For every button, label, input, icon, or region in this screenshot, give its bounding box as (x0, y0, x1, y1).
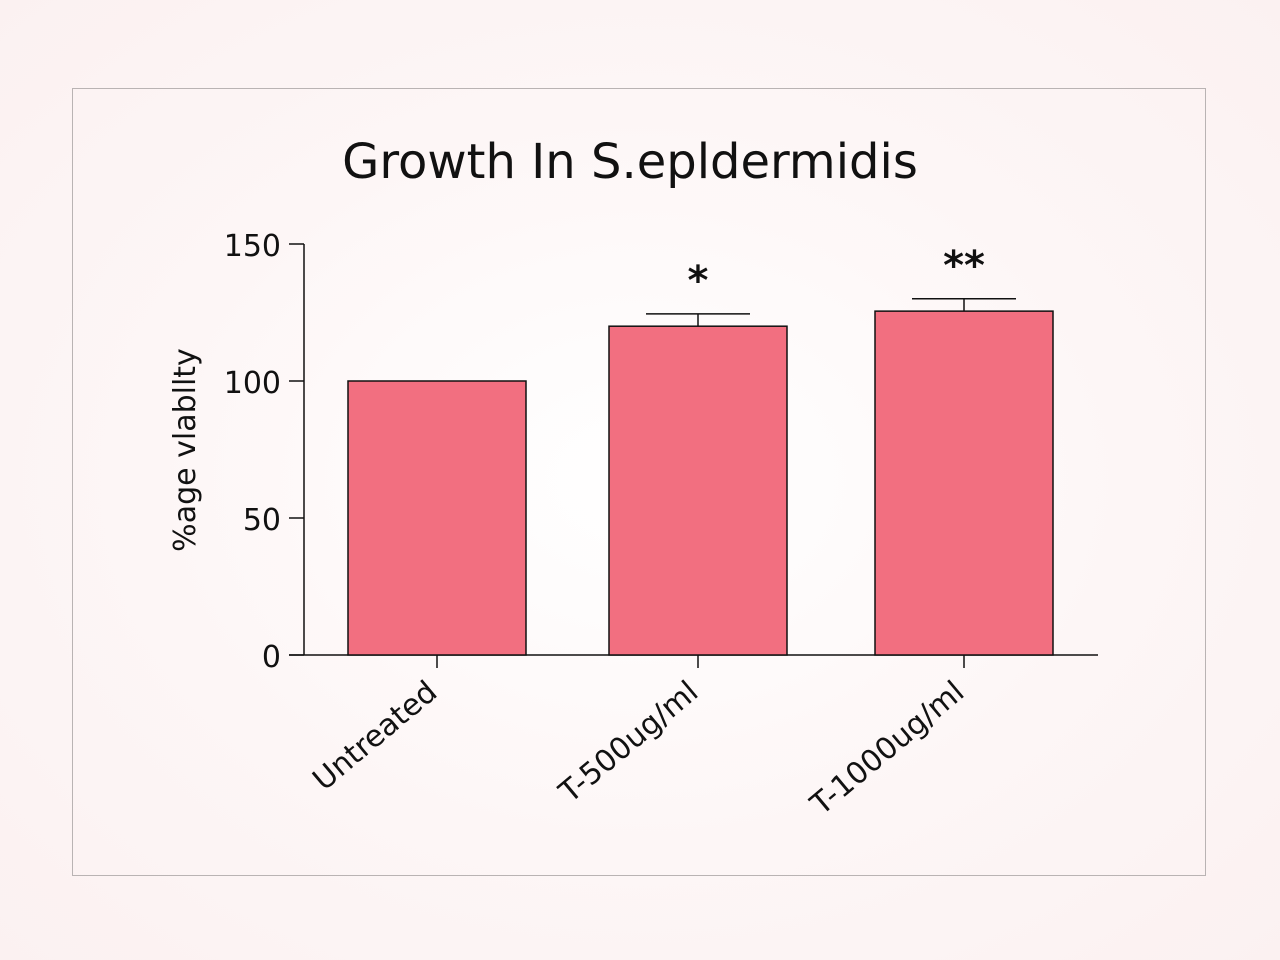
y-axis-label: %age vlabllty (168, 348, 203, 552)
bars-group: * ** (347, 243, 1054, 656)
y-tick-label: 0 (262, 640, 281, 675)
significance-marker: * (688, 258, 709, 304)
chart-title: Growth In S.epldermidis (342, 134, 918, 190)
y-tick-label: 100 (224, 366, 281, 401)
x-axis-ticks: Untreated T-500ug/ml T-1000ug/ml (306, 655, 971, 823)
x-tick-label: Untreated (306, 674, 444, 798)
significance-marker: ** (943, 243, 985, 289)
chart-frame (72, 88, 1206, 876)
y-axis-ticks: 0 50 100 150 (224, 229, 304, 675)
y-tick-label: 50 (243, 503, 281, 538)
bar (347, 380, 527, 656)
y-tick-label: 150 (224, 229, 281, 264)
x-tick-label: T-1000ug/ml (804, 674, 972, 823)
bar (874, 310, 1054, 656)
x-tick-label: T-500ug/ml (552, 674, 705, 810)
bar (608, 325, 788, 656)
